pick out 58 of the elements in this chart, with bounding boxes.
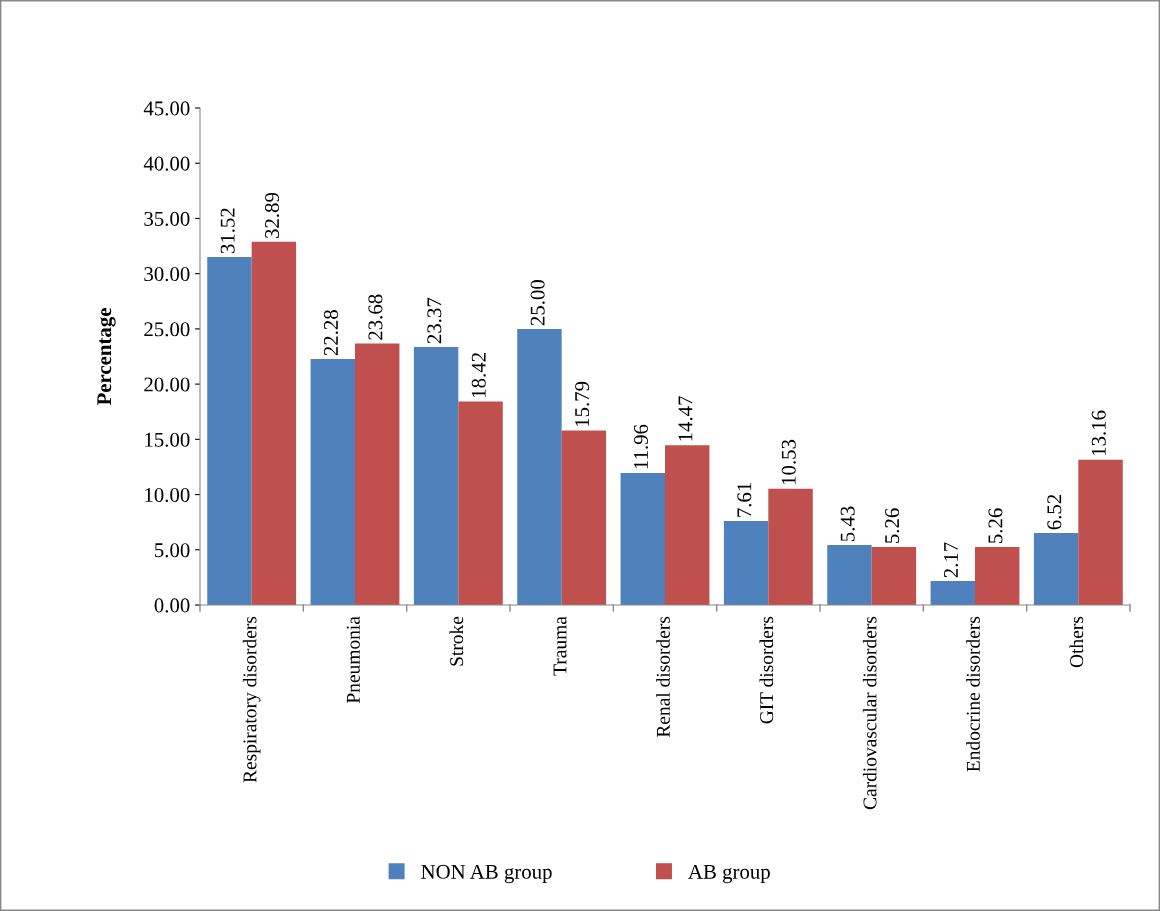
y-tick-label: 45.00	[143, 101, 190, 116]
data-label: 10.53	[781, 439, 796, 485]
data-label: 32.89	[265, 192, 280, 238]
bar	[207, 256, 252, 605]
x-tick-label: Renal disorders	[656, 616, 670, 738]
y-tick-label: 15.00	[145, 432, 190, 447]
bar	[413, 346, 459, 605]
y-tick-label: 35.00	[144, 211, 190, 226]
data-label: 31.52	[220, 208, 235, 254]
bar	[561, 430, 607, 605]
y-tick-label: 10.00	[145, 487, 190, 503]
bar	[458, 401, 503, 605]
bar	[517, 328, 562, 605]
bar	[975, 546, 1020, 605]
data-label: 23.68	[368, 294, 383, 340]
bar	[665, 445, 710, 605]
x-tick-label: Respiratory disorders	[242, 616, 261, 783]
x-tick-label: Cardiovascular disorders	[862, 616, 877, 810]
y-tick-label: 40.00	[143, 156, 190, 171]
x-tick-label: Trauma	[553, 616, 567, 676]
data-label: 7.61	[737, 482, 752, 517]
data-label: 15.79	[575, 381, 590, 426]
x-tick-label: Others	[1069, 616, 1084, 668]
y-tick-label: 30.00	[144, 267, 190, 282]
data-label: 11.96	[634, 424, 649, 469]
data-label: 2.17	[944, 542, 959, 578]
data-label: 6.52	[1047, 494, 1062, 530]
bar	[1078, 459, 1123, 605]
data-label: 5.43	[840, 506, 855, 542]
bar	[310, 358, 355, 605]
data-label: 22.28	[323, 310, 339, 356]
bar	[1033, 532, 1079, 605]
bar	[768, 488, 813, 605]
bar	[355, 343, 400, 605]
data-label: 18.42	[471, 353, 486, 397]
y-axis-title: Percentage	[97, 308, 116, 406]
legend-label: AB group	[688, 864, 770, 884]
data-label: 25.00	[530, 280, 545, 326]
legend-label: NON AB group	[421, 864, 552, 884]
bar	[871, 546, 917, 605]
data-label: 5.26	[988, 508, 1003, 543]
bar	[827, 545, 872, 605]
y-tick-label: 0.00	[154, 598, 190, 613]
x-tick-label: Endocrine disorders	[966, 616, 980, 772]
x-tick-label: Pneumonia	[346, 616, 360, 704]
data-label: 14.47	[678, 396, 693, 441]
bar	[620, 472, 665, 605]
data-label: 13.16	[1091, 410, 1106, 456]
bar	[251, 241, 297, 605]
y-tick-label: 20.00	[144, 377, 190, 392]
x-tick-label: Stroke	[449, 616, 464, 666]
y-tick-label: 25.00	[144, 322, 190, 337]
y-tick-label: 5.00	[155, 543, 190, 558]
data-label: 5.26	[885, 508, 900, 543]
bar	[930, 581, 975, 605]
data-label: 23.37	[427, 297, 442, 344]
x-tick-label: GIT disorders	[759, 616, 774, 724]
bar	[723, 520, 769, 605]
